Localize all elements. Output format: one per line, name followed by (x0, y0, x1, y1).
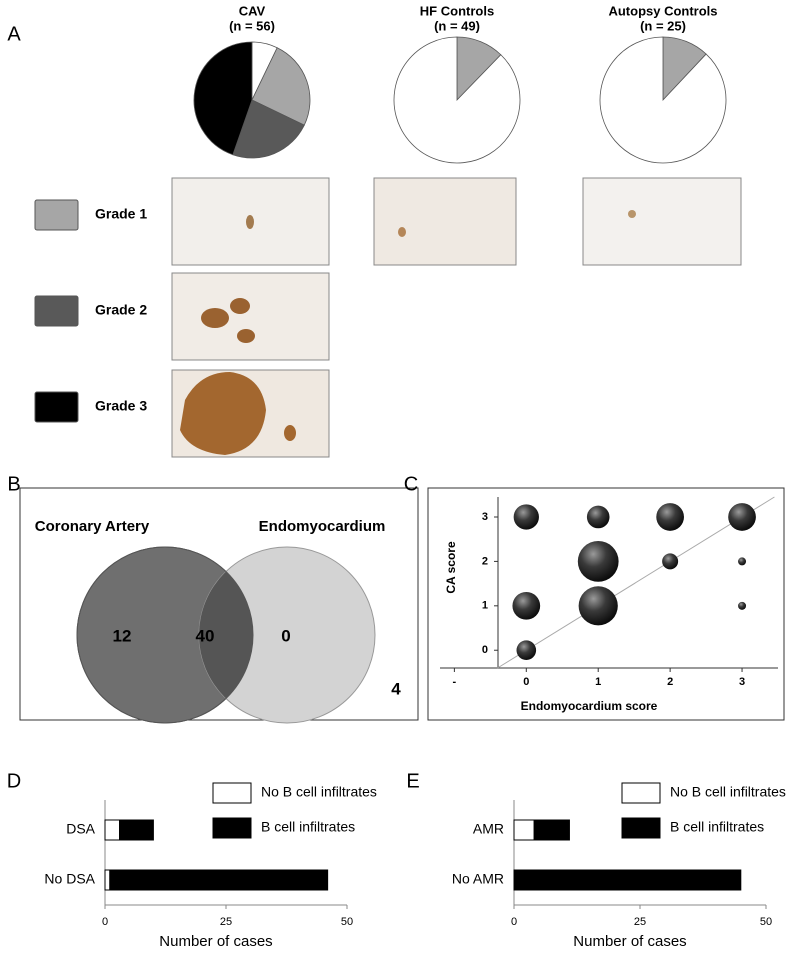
bar-segment (104, 869, 111, 891)
y-tick-label: 1 (482, 600, 488, 612)
y-axis-label: CA score (444, 541, 458, 594)
stain (201, 308, 229, 328)
region-count: 12 (113, 626, 132, 645)
pie-subtitle: (n = 56) (229, 18, 275, 33)
legend-swatch (212, 817, 252, 839)
y-tick-label: No AMR (452, 871, 504, 887)
bubble (512, 591, 541, 620)
micrograph (373, 177, 517, 266)
y-tick-label: 2 (482, 555, 488, 567)
bubble (738, 557, 747, 566)
legend-swatch (212, 782, 252, 804)
x-tick-label: 0 (511, 916, 517, 928)
legend-label: No B cell infiltrates (261, 784, 377, 800)
micrograph (171, 272, 330, 361)
bubble (577, 541, 619, 582)
x-axis-label: Endomyocardium score (521, 699, 658, 713)
bubble (578, 586, 618, 626)
legend-swatch (34, 199, 79, 231)
bar-segment (513, 869, 742, 891)
panel-label: B (7, 473, 20, 495)
pie-subtitle: (n = 25) (640, 18, 686, 33)
pie-slice (193, 41, 253, 156)
pie-slice (232, 99, 305, 159)
x-tick-label: 2 (667, 676, 673, 688)
bubble (656, 503, 684, 531)
x-tick-label: - (453, 676, 457, 688)
panel-label: C (404, 473, 418, 495)
bar-segment (109, 869, 329, 891)
legend-swatch (34, 391, 79, 423)
bubble (513, 504, 539, 530)
legend-label: Grade 1 (95, 206, 147, 222)
y-tick-label: AMR (473, 821, 504, 837)
legend-swatch (34, 295, 79, 327)
pie-title: CAV (239, 3, 266, 18)
legend-swatch (621, 782, 661, 804)
set-label: Coronary Artery (35, 518, 150, 535)
y-tick-label: DSA (66, 821, 95, 837)
legend-label: Grade 3 (95, 398, 147, 414)
micrographs (171, 177, 742, 458)
legend-swatch (621, 817, 661, 839)
pie-title: HF Controls (420, 3, 494, 18)
bubble (662, 553, 679, 570)
stain (246, 215, 254, 229)
bar-segment (513, 819, 535, 841)
region-count: 0 (281, 626, 290, 645)
legend-label: Grade 2 (95, 302, 147, 318)
x-tick-label: 25 (634, 916, 646, 928)
y-tick-label: No DSA (44, 871, 95, 887)
legend-label: B cell infiltrates (261, 819, 355, 835)
x-axis-label: Number of cases (159, 933, 272, 950)
stain (180, 372, 266, 455)
x-axis-label: Number of cases (573, 933, 686, 950)
x-tick-label: 1 (595, 676, 601, 688)
y-tick-label: 0 (482, 644, 488, 656)
bubble (516, 640, 537, 661)
region-count: 40 (196, 626, 215, 645)
x-tick-label: 25 (220, 916, 232, 928)
bubble (728, 503, 756, 531)
bubble (586, 505, 610, 529)
x-tick-label: 3 (739, 676, 745, 688)
bar-segment (119, 819, 154, 841)
stain (230, 298, 250, 314)
pie-slice (393, 36, 521, 164)
pie-slice (251, 47, 311, 126)
reference-line (497, 496, 775, 669)
panel-label: E (406, 770, 419, 792)
legend-label: B cell infiltrates (670, 819, 764, 835)
venn-outline (76, 546, 254, 724)
bar-segment (104, 819, 121, 841)
x-tick-label: 0 (102, 916, 108, 928)
panel-label: D (7, 770, 21, 792)
stain (398, 227, 406, 237)
region-count: 4 (391, 679, 401, 698)
bar-segment (533, 819, 570, 841)
panel-frame (19, 487, 419, 721)
x-tick-label: 50 (341, 916, 353, 928)
set-label: Endomyocardium (259, 518, 386, 535)
x-tick-label: 0 (523, 676, 529, 688)
stain (237, 329, 255, 343)
stain (284, 425, 296, 441)
micrograph (582, 177, 742, 266)
stain (628, 210, 636, 218)
pie-subtitle: (n = 49) (434, 18, 480, 33)
x-tick-label: 50 (760, 916, 772, 928)
bubble (738, 601, 747, 610)
pie-title: Autopsy Controls (608, 3, 717, 18)
panel-frame (427, 487, 785, 721)
legend-label: No B cell infiltrates (670, 784, 786, 800)
pie-slice (599, 36, 727, 164)
panel-label: A (7, 23, 21, 45)
y-tick-label: 3 (482, 511, 488, 523)
